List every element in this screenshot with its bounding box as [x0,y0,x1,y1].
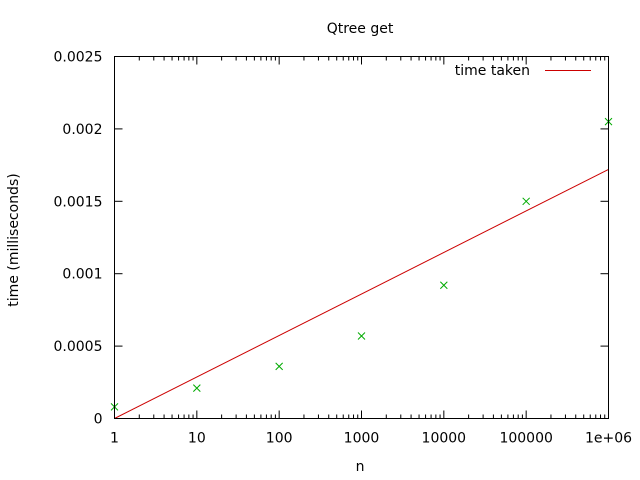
x-tick-label: 10 [188,431,206,447]
y-tick-label: 0.0015 [54,194,103,210]
x-tick-label: 1000 [344,431,380,447]
x-tick-label: 1 [110,431,119,447]
chart-title: Qtree get [327,21,394,37]
y-tick-label: 0.002 [62,122,102,138]
tick-labels: 1 10 100 1000 10000 100000 1e+06 0 0.0005 0.001 0.… [54,50,633,447]
data-point [275,362,284,371]
series [110,117,613,419]
fit-line [114,168,609,419]
legend: time taken [455,63,591,79]
data-point-stroke [275,362,284,371]
data-point [192,384,201,392]
x-tick-label: 1e+06 [585,431,632,447]
data-point [439,281,448,290]
plot-frame [114,56,609,419]
data-point-stroke [357,332,366,340]
x-tick-label: 100000 [499,431,552,447]
x-axis-label: n [356,459,365,475]
data-point-stroke [439,281,448,290]
y-axis-label: time (milliseconds) [6,173,22,306]
data-point [357,332,366,340]
x-tick-label: 100 [266,431,293,447]
axis-ticks [114,56,609,419]
y-tick-label: 0 [94,412,103,428]
data-point-stroke [192,384,201,392]
y-tick-label: 0.001 [62,267,102,283]
data-point [522,197,531,206]
y-tick-label: 0.0025 [54,50,103,66]
data-point-stroke [522,197,531,206]
x-tick-label: 10000 [422,431,467,447]
y-tick-label: 0.0005 [54,339,103,355]
legend-label: time taken [455,63,530,79]
